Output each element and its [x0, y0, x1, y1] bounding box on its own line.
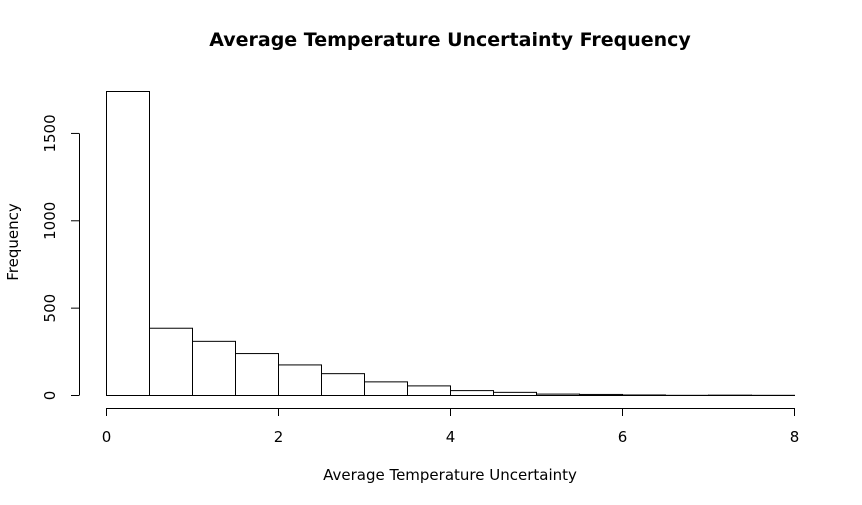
histogram-bar [364, 381, 408, 396]
histogram-bar [321, 373, 365, 396]
x-tick-label: 8 [790, 428, 800, 446]
x-tick-label: 6 [618, 428, 628, 446]
histogram-bar [149, 327, 193, 396]
histogram-bar [450, 390, 494, 396]
histogram-bar [106, 91, 150, 396]
histogram-bar [493, 391, 537, 396]
y-tick-label: 1000 [41, 202, 59, 240]
y-tick-label: 1500 [41, 114, 59, 152]
chart-title: Average Temperature Uncertainty Frequenc… [209, 29, 691, 51]
histogram-bar [278, 364, 322, 397]
x-tick-label: 2 [274, 428, 284, 446]
histogram-bar [622, 394, 666, 396]
histogram-bar [192, 340, 236, 396]
y-tick-label: 0 [41, 391, 59, 401]
x-tick-label: 0 [102, 428, 112, 446]
x-tick-label: 4 [446, 428, 456, 446]
y-tick-label: 500 [41, 294, 59, 323]
y-axis: 0 500 1000 1500 [41, 114, 80, 400]
histogram-bar [579, 393, 623, 396]
x-axis-label: Average Temperature Uncertainty [323, 466, 577, 484]
y-axis-label: Frequency [4, 203, 22, 281]
histogram-bar [235, 353, 279, 397]
bars-group [106, 91, 795, 397]
histogram-bar [407, 385, 451, 397]
x-axis: 0 2 4 6 8 [102, 408, 800, 446]
histogram-bar [536, 393, 580, 396]
